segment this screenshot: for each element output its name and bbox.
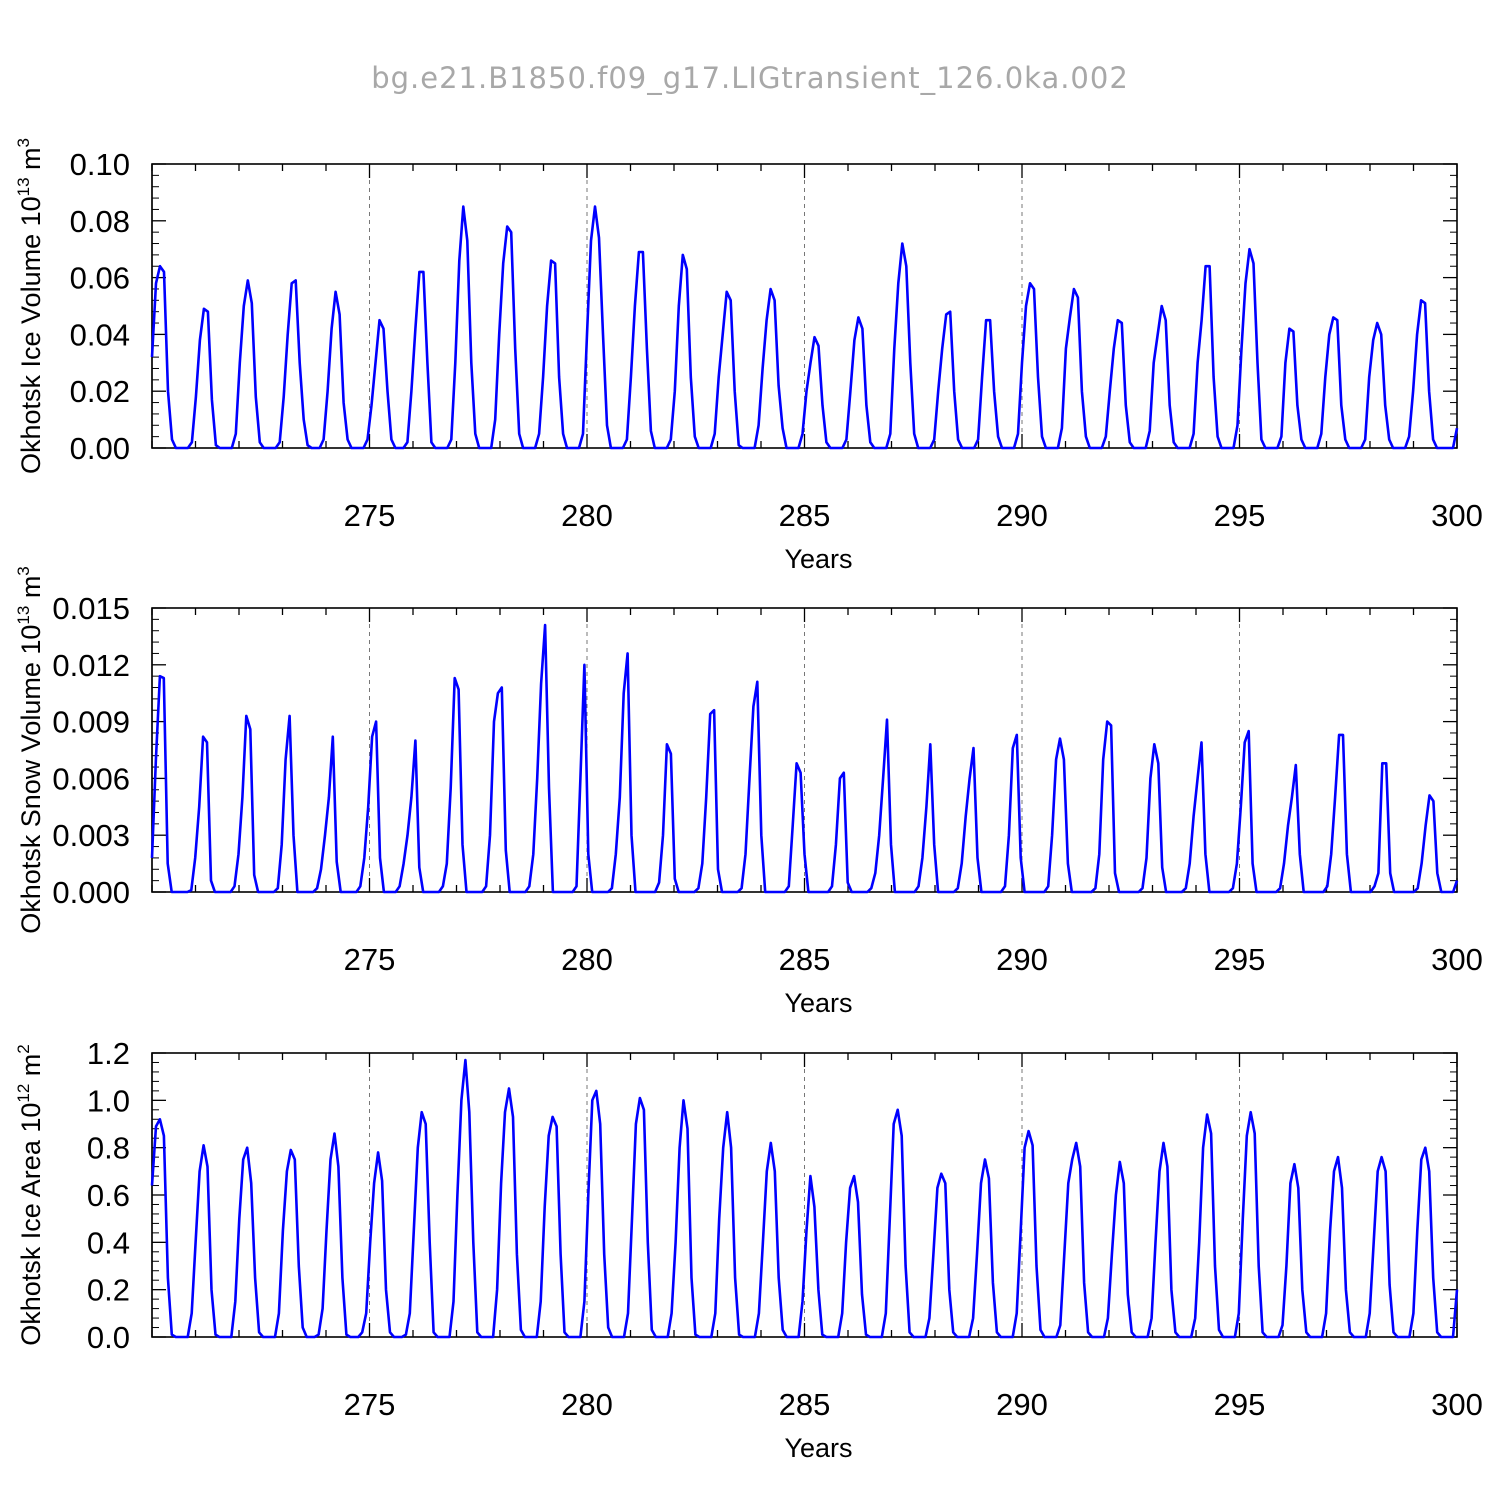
x-tick-label: 300 — [1431, 498, 1483, 533]
x-tick-label: 295 — [1214, 1387, 1266, 1422]
x-axis-label: Years — [784, 1433, 852, 1463]
series-line — [150, 205, 1459, 450]
x-tick-label: 275 — [344, 942, 396, 977]
y-tick-label: 0.10 — [70, 147, 130, 182]
y-tick-label: 0.8 — [87, 1131, 130, 1166]
y-tick-label: 0.015 — [52, 591, 130, 626]
x-tick-label: 285 — [779, 942, 831, 977]
x-tick-label: 290 — [996, 942, 1048, 977]
figure-title: bg.e21.B1850.f09_g17.LIGtransient_126.0k… — [371, 61, 1129, 95]
y-tick-label: 0.0 — [87, 1320, 130, 1355]
panel-snow-volume: 0.000 0.003 0.006 0.009 0.012 0.015 275 280 285 2… — [14, 566, 1483, 1018]
y-tick-label: 0.012 — [52, 648, 130, 683]
y-tick-label: 1.2 — [87, 1036, 130, 1071]
y-tick-label: 1.0 — [87, 1083, 130, 1118]
panel-ice-volume: 0.00 0.02 0.04 0.06 0.08 0.10 275 280 285 290 295 3… — [14, 138, 1483, 574]
x-tick-label: 290 — [996, 1387, 1048, 1422]
y-axis-label: Okhotsk Snow Volume 1013 m3 — [14, 566, 46, 934]
x-tick-label: 290 — [996, 498, 1048, 533]
plot-frame — [151, 607, 1458, 893]
y-tick-label: 0.08 — [70, 204, 130, 239]
panel-ice-area: 0.0 0.2 0.4 0.6 0.8 1.0 1.2 275 280 285 290 295 300 Y… — [14, 1036, 1483, 1463]
series-line — [150, 1058, 1459, 1339]
x-tick-label: 275 — [344, 1387, 396, 1422]
x-tick-label: 280 — [561, 942, 613, 977]
y-tick-label: 0.003 — [52, 818, 130, 853]
plot-frame — [151, 1052, 1458, 1338]
x-tick-label: 300 — [1431, 1387, 1483, 1422]
x-axis-label: Years — [784, 988, 852, 1018]
y-tick-label: 0.006 — [52, 761, 130, 796]
y-tick-label: 0.04 — [70, 317, 130, 352]
y-tick-label: 0.000 — [52, 875, 130, 910]
x-tick-label: 275 — [344, 498, 396, 533]
y-tick-label: 0.2 — [87, 1273, 130, 1308]
x-axis-label: Years — [784, 544, 852, 574]
x-tick-label: 295 — [1214, 942, 1266, 977]
y-tick-label: 0.009 — [52, 705, 130, 740]
y-tick-label: 0.4 — [87, 1225, 130, 1260]
y-tick-label: 0.00 — [70, 431, 130, 466]
x-tick-label: 285 — [779, 1387, 831, 1422]
y-axis-label: Okhotsk Ice Volume 1013 m3 — [14, 138, 46, 474]
x-tick-label: 300 — [1431, 942, 1483, 977]
x-tick-label: 280 — [561, 498, 613, 533]
x-tick-label: 280 — [561, 1387, 613, 1422]
y-axis-label: Okhotsk Ice Area 1012 m2 — [14, 1044, 46, 1346]
x-tick-label: 295 — [1214, 498, 1266, 533]
series-line — [150, 623, 1459, 894]
plot-frame — [151, 163, 1458, 449]
y-tick-label: 0.02 — [70, 374, 130, 409]
y-tick-label: 0.6 — [87, 1178, 130, 1213]
y-tick-label: 0.06 — [70, 261, 130, 296]
x-tick-label: 285 — [779, 498, 831, 533]
